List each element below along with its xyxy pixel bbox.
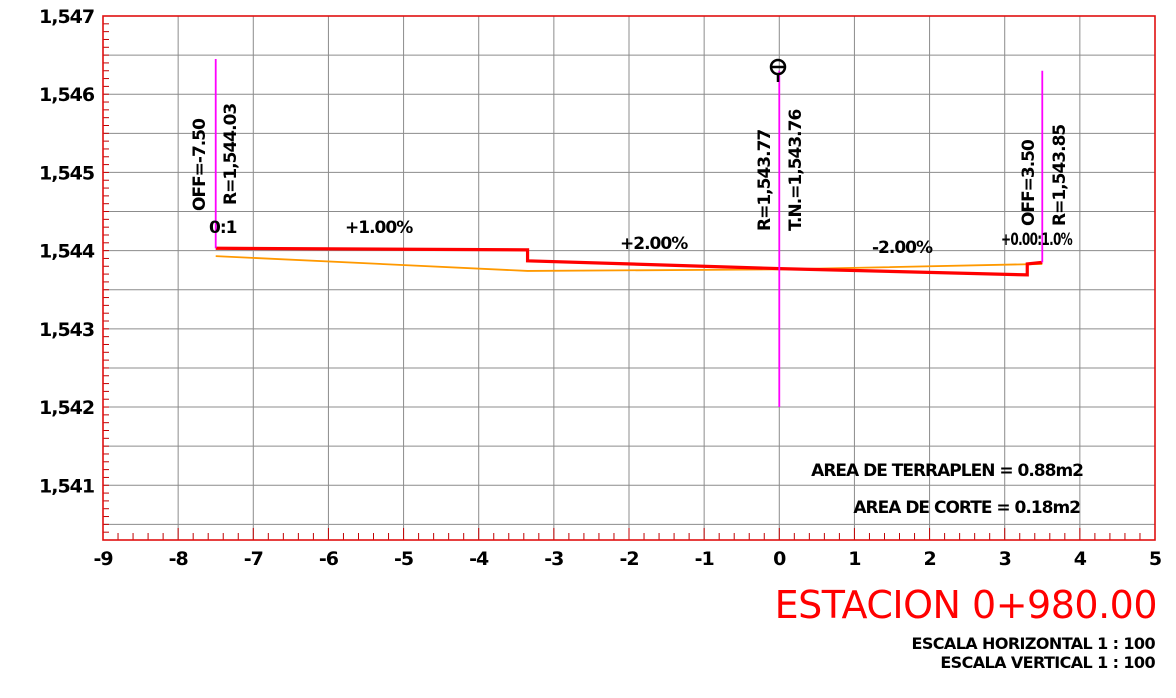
x-tick-label--6: -6	[319, 548, 339, 570]
station-title: ESTACION 0+980.00	[775, 583, 1157, 627]
x-tick-label-1: 1	[848, 548, 860, 570]
y-tick-label-1,546: 1,546	[39, 84, 95, 106]
left-slope-label: 0:1	[209, 218, 237, 238]
cut-area-label: AREA DE CORTE = 0.18m2	[853, 498, 1080, 518]
axis-ticks	[102, 15, 1156, 541]
y-tick-label-1,547: 1,547	[39, 6, 94, 28]
slope-label-3: -2.00%	[872, 238, 933, 258]
y-tick-label-1,543: 1,543	[39, 319, 94, 341]
right-slope-label: +0.00:1.0%	[1001, 230, 1073, 250]
x-tick-label--4: -4	[469, 548, 489, 570]
grid-layer	[103, 16, 1155, 540]
x-tick-label-4: 4	[1074, 548, 1087, 570]
y-tick-label-1,542: 1,542	[39, 397, 94, 419]
y-tick-label-1,545: 1,545	[39, 162, 94, 184]
left-elevation-label: R=1,544.03	[221, 104, 241, 205]
fill-area-label: AREA DE TERRAPLEN = 0.88m2	[811, 461, 1083, 481]
ground-profile-line	[215, 255, 1043, 272]
x-tick-label-5: 5	[1149, 548, 1161, 570]
left-offset-label: OFF=-7.50	[190, 118, 210, 211]
ground-profile-layer	[215, 255, 1043, 272]
x-tick-label--5: -5	[394, 548, 413, 570]
horizontal-scale-label: ESCALA HORIZONTAL 1 : 100	[912, 634, 1156, 653]
x-tick-label--3: -3	[544, 548, 563, 570]
slope-label-2: +2.00%	[620, 234, 688, 254]
center-ground-label: T.N.=1,543.76	[786, 110, 806, 231]
x-tick-label-2: 2	[923, 548, 935, 570]
x-tick-label--9: -9	[93, 548, 112, 570]
x-tick-label--2: -2	[619, 548, 638, 570]
plot-frame	[102, 15, 1156, 541]
y-tick-label-1,544: 1,544	[39, 241, 95, 263]
offset-markers-layer	[214, 59, 1044, 408]
y-tick-label-1,541: 1,541	[39, 475, 94, 497]
x-tick-label--1: -1	[695, 548, 714, 570]
right-offset-label: OFF=3.50	[1019, 139, 1039, 226]
x-axis-labels: -9 -8 -7 -6 -5 -4 -3 -2 -1 0 1 2 3 4 5	[93, 548, 1162, 570]
center-elevation-label: R=1,543.77	[755, 130, 775, 231]
y-axis-labels: 1,541 1,542 1,543 1,544 1,545 1,546 1,547	[39, 6, 96, 497]
x-tick-label--8: -8	[169, 548, 189, 570]
x-tick-label-3: 3	[999, 548, 1011, 570]
x-tick-label--7: -7	[244, 548, 263, 570]
right-elevation-label: R=1,543.85	[1050, 125, 1070, 226]
slope-label-1: +1.00%	[345, 218, 413, 238]
centerline-symbol	[769, 58, 787, 82]
vertical-scale-label: ESCALA VERTICAL 1 : 100	[940, 653, 1155, 672]
x-tick-label-0: 0	[773, 548, 786, 570]
